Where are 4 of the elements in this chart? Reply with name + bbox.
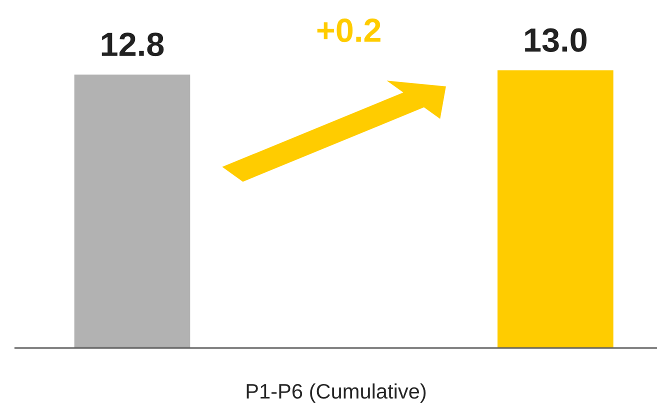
data-label: 13.0 <box>525 28 587 52</box>
x-axis-title: P1-P6 (Cumulative) <box>246 383 426 403</box>
data-label: 12.8 <box>102 32 164 56</box>
text: +0.2 <box>317 18 380 42</box>
